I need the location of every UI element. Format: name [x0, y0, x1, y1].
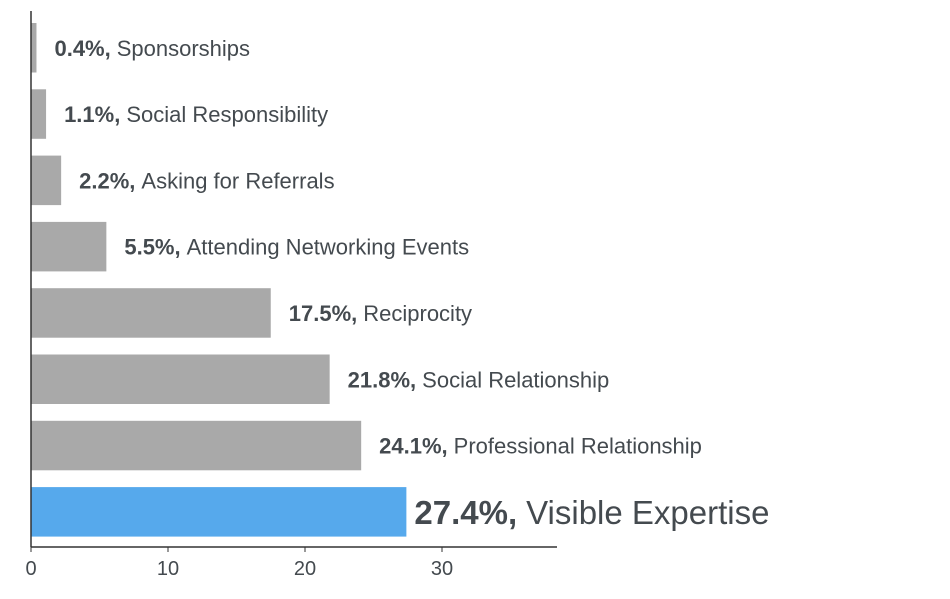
- data-label-value: 24.1%,: [379, 433, 448, 458]
- data-label-category: Attending Networking Events: [187, 234, 470, 259]
- data-label-value: 21.8%,: [348, 367, 417, 392]
- bar-professional-relationship: [31, 420, 362, 471]
- bar-label-sponsorships: 0.4%, Sponsorships: [54, 35, 250, 60]
- bar-label-reciprocity: 17.5%, Reciprocity: [289, 300, 472, 325]
- bar-label-social-relationship: 21.8%, Social Relationship: [348, 367, 610, 392]
- bar-label-visible-expertise: 27.4%, Visible Expertise: [414, 493, 769, 530]
- bar-visible-expertise: [31, 487, 407, 537]
- data-label-category: Asking for Referrals: [141, 168, 334, 193]
- bar-reciprocity: [31, 288, 271, 338]
- bar-social-responsibility: [31, 89, 47, 139]
- data-label-value: 1.1%,: [64, 102, 120, 127]
- labels-layer: 0.4%, Sponsorships 1.1%, Social Responsibil…: [54, 35, 769, 530]
- bar-asking-for-referrals: [31, 155, 62, 206]
- data-label-category: Social Responsibility: [126, 102, 328, 127]
- data-label-value: 27.4%,: [414, 493, 517, 530]
- data-label-category: Social Relationship: [422, 367, 609, 392]
- data-label-value: 0.4%,: [54, 35, 110, 60]
- data-label-category: Reciprocity: [363, 300, 472, 325]
- data-label-value: 17.5%,: [289, 300, 358, 325]
- axis-layer: 0 10 20 30: [25, 11, 557, 580]
- x-tick-label: 0: [25, 558, 36, 580]
- bars-layer: [31, 23, 407, 537]
- data-label-category: Professional Relationship: [454, 433, 702, 458]
- x-tick-label: 20: [294, 558, 316, 580]
- data-label-value: 5.5%,: [124, 234, 180, 259]
- x-tick-label: 10: [157, 558, 179, 580]
- bar-label-attending-networking-events: 5.5%, Attending Networking Events: [124, 234, 469, 259]
- bar-label-social-responsibility: 1.1%, Social Responsibility: [64, 102, 328, 127]
- data-label-category: Visible Expertise: [526, 493, 769, 530]
- bar-sponsorships: [31, 23, 37, 73]
- data-label-value: 2.2%,: [79, 168, 135, 193]
- bar-label-asking-for-referrals: 2.2%, Asking for Referrals: [79, 168, 334, 193]
- x-tick-label: 30: [431, 558, 453, 580]
- bar-attending-networking-events: [31, 221, 107, 272]
- data-label-category: Sponsorships: [117, 35, 250, 60]
- bar-label-professional-relationship: 24.1%, Professional Relationship: [379, 433, 702, 458]
- bar-social-relationship: [31, 354, 330, 404]
